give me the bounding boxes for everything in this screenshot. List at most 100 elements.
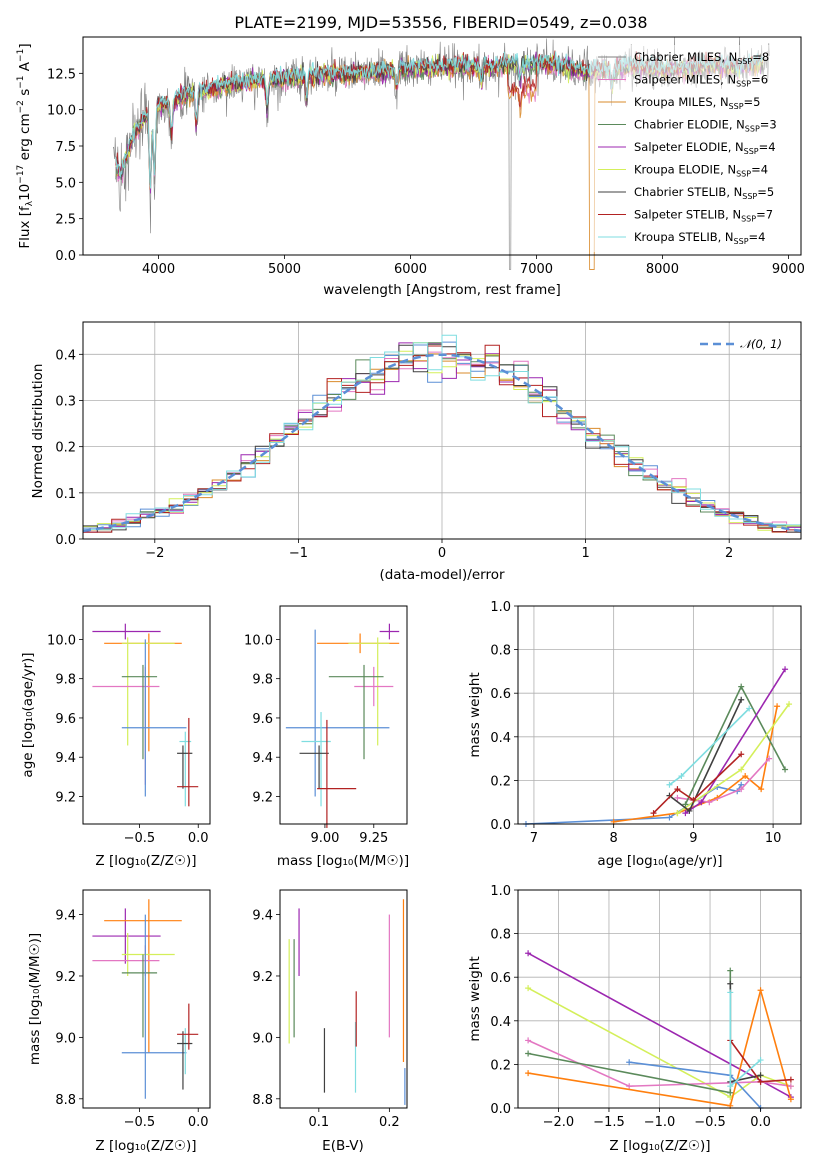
- panel-xtick-label: 9.25: [359, 831, 388, 846]
- panel-xtick-label: −0.5: [124, 1115, 156, 1130]
- spectrum-xtick-label: 7000: [520, 262, 553, 277]
- normal-curve: [82, 353, 802, 533]
- massweight-vs-metallicity-panel: −2.0 −1.5 −1.0 −0.5 0.0 0.0 0.2 0.4 0.6 0.8 1.0: [490, 884, 802, 1130]
- massweight-series-line: [613, 706, 778, 823]
- spectrum-ylabel: Flux [fλ10−17 erg cm−2 s−1 A−1]: [16, 43, 35, 248]
- age-ylabel: age [log₁₀(age/yr)]: [20, 652, 36, 777]
- panel-ytick-label: 1.0: [490, 884, 511, 899]
- panel-xtick-label: 0.2: [379, 1115, 400, 1130]
- legend-label: Chabrier MILES, NSSP=8: [634, 50, 769, 66]
- legend-label: Kroupa STELIB, NSSP=4: [634, 230, 765, 246]
- histogram-xtick-label: −2: [145, 546, 164, 561]
- panel-frame: [279, 605, 408, 825]
- panel-frame: [82, 605, 211, 825]
- massweight-point: [738, 786, 745, 793]
- massweight-point: [766, 755, 773, 762]
- age-vs-metallicity-panel: −0.5 0.0 9.2 9.4 9.6 9.8 10.0: [47, 605, 211, 846]
- massweight-point: [650, 810, 657, 817]
- massweight-series-line: [676, 703, 790, 814]
- histogram-xtick-label: 1: [581, 546, 589, 561]
- massweight-point: [738, 751, 745, 758]
- massweight-point: [674, 794, 681, 801]
- panel-xtick-label: −2.0: [543, 1115, 575, 1130]
- histogram-series: [83, 334, 801, 531]
- massweight-point: [746, 705, 753, 712]
- massweight-point: [774, 703, 781, 710]
- mw-age-ylabel: mass weight: [467, 672, 483, 757]
- spectrum-ytick-label: 5.0: [55, 176, 76, 191]
- histogram-xtick-label: 0: [438, 546, 446, 561]
- panel-xtick-label: −0.5: [124, 831, 156, 846]
- panel-xtick-label: 0.0: [188, 831, 209, 846]
- histogram-ylabel: Normed distribution: [30, 364, 46, 499]
- figure-title: PLATE=2199, MJD=53556, FIBERID=0549, z=0…: [234, 13, 647, 32]
- panel-xtick-label: 8: [610, 831, 618, 846]
- spectrum-xtick-label: 5000: [268, 262, 301, 277]
- panel-ytick-label: 0.6: [490, 687, 511, 702]
- histogram-ticks: −2 −1 0 1 2 0.0 0.1 0.2 0.3 0.4: [55, 348, 733, 561]
- massweight-z-point: [757, 1078, 764, 1085]
- mass-ylabel: mass [log₁₀(M/M☉)]: [27, 933, 43, 1065]
- massweight-point: [782, 666, 789, 673]
- ebv-xlabel: E(B-V): [322, 1138, 364, 1154]
- panel-ytick-label: 9.0: [55, 1031, 76, 1046]
- panel-ytick-label: 9.4: [252, 751, 273, 766]
- mass-z-xlabel: Z [log₁₀(Z/Z☉)]: [95, 1138, 196, 1154]
- panel-ytick-label: 9.6: [55, 712, 76, 727]
- spectrum-legend: Chabrier MILES, NSSP=8 Salpeter MILES, NS…: [590, 45, 798, 252]
- massweight-point: [738, 766, 745, 773]
- panel-ytick-label: 0.0: [490, 818, 511, 833]
- panel-ytick-label: 9.4: [55, 909, 76, 924]
- panel-ytick-label: 0.2: [490, 774, 511, 789]
- legend-label: Salpeter MILES, NSSP=6: [634, 73, 768, 89]
- panel-ytick-label: 0.2: [490, 1058, 511, 1073]
- age-vs-mass-panel: 9.00 9.25 9.2 9.4 9.6 9.8 10.0: [244, 605, 408, 846]
- massweight-point: [686, 807, 693, 814]
- spectrum-ytick-label: 7.5: [55, 140, 76, 155]
- spectrum-ytick-label: 12.5: [47, 67, 76, 82]
- massweight-z-point: [757, 1072, 764, 1079]
- spectrum-xtick-label: 4000: [142, 262, 175, 277]
- spectrum-xtick-label: 6000: [394, 262, 427, 277]
- massweight-z-point: [727, 989, 734, 996]
- spectrum-xtick-label: 9000: [772, 262, 805, 277]
- massweight-point: [738, 683, 745, 690]
- massweight-z-point: [525, 985, 532, 992]
- legend-label: Chabrier ELODIE, NSSP=3: [634, 118, 777, 134]
- age-z-xlabel: Z [log₁₀(Z/Z☉)]: [95, 853, 196, 869]
- panel-ytick-label: 10.0: [244, 633, 273, 648]
- panel-xtick-label: −1.5: [593, 1115, 625, 1130]
- mw-z-xlabel: Z [log₁₀(Z/Z☉)]: [609, 1138, 710, 1154]
- panel-xtick-label: 7: [530, 831, 538, 846]
- panel-xtick-label: 10: [765, 831, 782, 846]
- panel-ytick-label: 1.0: [490, 600, 511, 615]
- panel-ytick-label: 9.8: [55, 673, 76, 688]
- massweight-point: [742, 773, 749, 780]
- massweight-z-point: [757, 987, 764, 994]
- panel-xtick-label: 0.0: [750, 1115, 771, 1130]
- histogram-ytick-label: 0.2: [55, 441, 76, 456]
- massweight-point: [666, 781, 673, 788]
- mass-vs-ebv-panel: 0.1 0.2 8.8 9.0 9.2 9.4: [252, 889, 408, 1130]
- panel-ytick-label: 9.4: [55, 751, 76, 766]
- histogram-xtick-label: −1: [289, 546, 308, 561]
- panel-xtick-label: −1.0: [644, 1115, 676, 1130]
- spectrum-xlabel: wavelength [Angstrom, rest frame]: [323, 282, 561, 298]
- massweight-point: [786, 701, 793, 708]
- panel-ytick-label: 9.2: [252, 970, 273, 985]
- mass-vs-metallicity-panel: −0.5 0.0 8.8 9.0 9.2 9.4: [55, 889, 211, 1130]
- massweight-point: [706, 799, 713, 806]
- panel-ytick-label: 10.0: [47, 633, 76, 648]
- massweight-point: [758, 786, 765, 793]
- spectrum-ytick-label: 10.0: [47, 104, 76, 119]
- panel-ytick-label: 0.8: [490, 644, 511, 659]
- panel-frame: [517, 605, 802, 825]
- massweight-z-point: [787, 1096, 794, 1103]
- legend-label: Salpeter STELIB, NSSP=7: [634, 208, 773, 224]
- panel-ytick-label: 0.4: [490, 1015, 511, 1030]
- normal-legend-label: 𝒩(0, 1): [740, 337, 782, 351]
- massweight-z-point: [727, 1083, 734, 1090]
- massweight-point: [690, 797, 697, 804]
- spectrum-panel: 4000 5000 6000 7000 8000 9000 0.0 2.5 5.0 7.5 10.0…: [16, 36, 805, 298]
- massweight-z-point: [626, 1059, 633, 1066]
